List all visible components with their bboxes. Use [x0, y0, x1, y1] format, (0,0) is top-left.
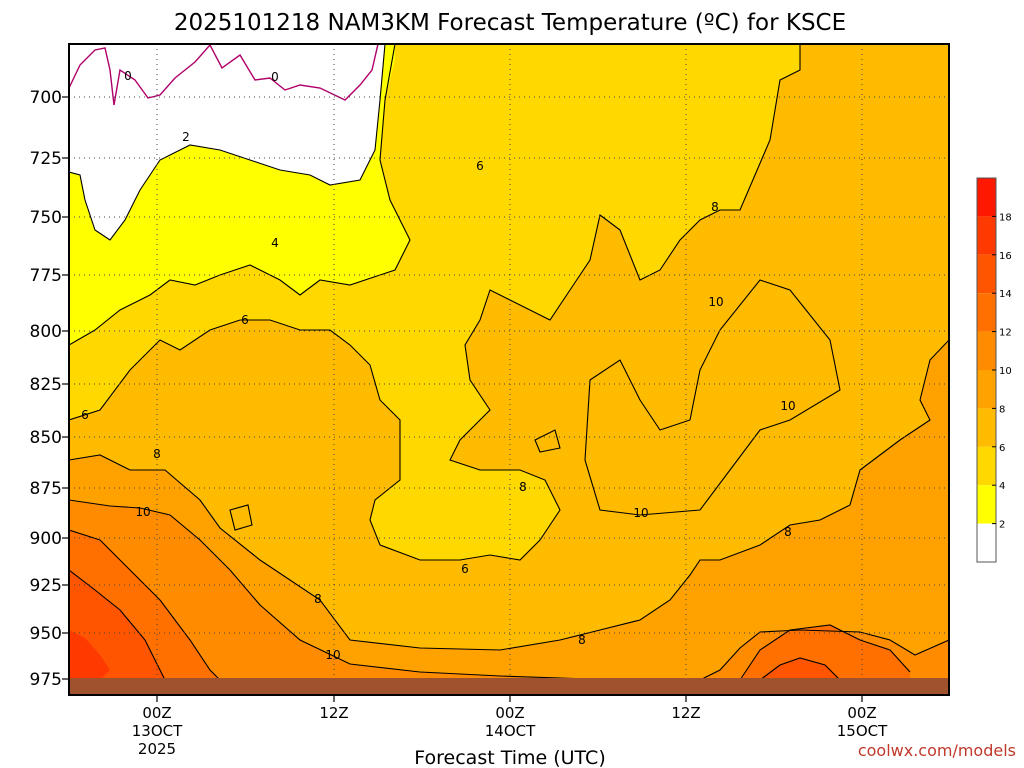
x-axis-label: Forecast Time (UTC)	[414, 747, 605, 768]
colorbar-swatch	[977, 408, 996, 447]
contour-label: 10	[135, 505, 150, 519]
colorbar-label: 14	[999, 289, 1012, 300]
y-tick-label: 725	[30, 149, 62, 169]
contour-label: 8	[711, 200, 719, 214]
colorbar-label: 10	[999, 366, 1012, 377]
contour-lines	[69, 44, 949, 681]
y-tick-label: 875	[30, 479, 62, 499]
x-tick-label: 00Z	[495, 704, 524, 722]
x-tick-label: 13OCT	[132, 722, 183, 740]
band-16-18-left	[69, 630, 110, 680]
chart-title: 2025101218 NAM3KM Forecast Temperature (…	[174, 10, 846, 36]
colorbar-swatch	[977, 216, 996, 255]
y-tick-label: 700	[30, 88, 62, 108]
contour-label: 8	[784, 525, 792, 539]
x-tick-label: 00Z	[847, 704, 876, 722]
contour-label: 8	[314, 592, 322, 606]
contour-label: 10	[325, 648, 340, 662]
y-tick-label: 775	[30, 266, 62, 286]
y-tick-label: 900	[30, 529, 62, 549]
x-tick-label: 14OCT	[485, 722, 536, 740]
contour-label: 8	[153, 447, 161, 461]
y-tick-label: 950	[30, 624, 62, 644]
contour-label: 8	[519, 480, 527, 494]
credit-link[interactable]: coolwx.com/models	[858, 741, 1016, 760]
y-axis: 700 725 750 775 800 825 850 875 900 925 950 975	[30, 88, 69, 690]
colorbar-swatch	[977, 178, 996, 217]
x-tick-label: 15OCT	[837, 722, 888, 740]
plot-area	[69, 44, 949, 695]
contour-label: 4	[271, 236, 279, 250]
contour-label: 6	[476, 159, 484, 173]
x-tick-label: 12Z	[319, 704, 348, 722]
band-0-2	[69, 44, 385, 240]
contour-label: 10	[780, 399, 795, 413]
colorbar-swatch	[977, 254, 996, 294]
x-tick-label: 12Z	[671, 704, 700, 722]
colorbar-label: 4	[999, 481, 1005, 492]
colorbar-swatch	[977, 446, 996, 486]
y-tick-label: 800	[30, 322, 62, 342]
colorbar-label: 16	[999, 251, 1012, 262]
y-tick-label: 925	[30, 576, 62, 596]
contour-label: 2	[182, 130, 190, 144]
plot-frame	[68, 43, 950, 696]
band-14-16-right	[760, 658, 840, 680]
contour-label: 0	[271, 70, 279, 84]
y-tick-label: 975	[30, 670, 62, 690]
x-tick-label: 2025	[138, 740, 176, 758]
contour-label: 6	[241, 313, 249, 327]
colorbar: 2 4 6 8 10 12 14 16 18	[976, 177, 1012, 563]
colorbar-swatch	[977, 331, 996, 370]
freezing-contour	[69, 44, 379, 106]
contour-label: 6	[81, 408, 89, 422]
colorbar-swatch	[977, 523, 996, 562]
grid	[69, 44, 949, 695]
colorbar-label: 12	[999, 328, 1012, 339]
colorbar-label: 8	[999, 404, 1005, 415]
contour-label: 8	[578, 633, 586, 647]
contour-label: 10	[708, 295, 723, 309]
contour-label: 0	[124, 69, 132, 83]
colorbar-swatch	[977, 293, 996, 332]
y-tick-label: 750	[30, 208, 62, 228]
contour-label: 6	[461, 562, 469, 576]
colorbar-swatch	[977, 370, 996, 409]
colorbar-label: 18	[999, 212, 1012, 223]
y-tick-label: 850	[30, 428, 62, 448]
x-tick-label: 00Z	[142, 704, 171, 722]
contour-label: 10	[633, 506, 648, 520]
y-tick-label: 825	[30, 375, 62, 395]
colorbar-label: 6	[999, 443, 1005, 454]
contour-labels: 0 0 2 4 6 6 6 8 8 8 8 8 10 10 10 10 10 6 8	[81, 69, 795, 662]
colorbar-swatch	[977, 485, 996, 524]
colorbar-label: 2	[999, 520, 1005, 531]
ground	[69, 678, 949, 695]
